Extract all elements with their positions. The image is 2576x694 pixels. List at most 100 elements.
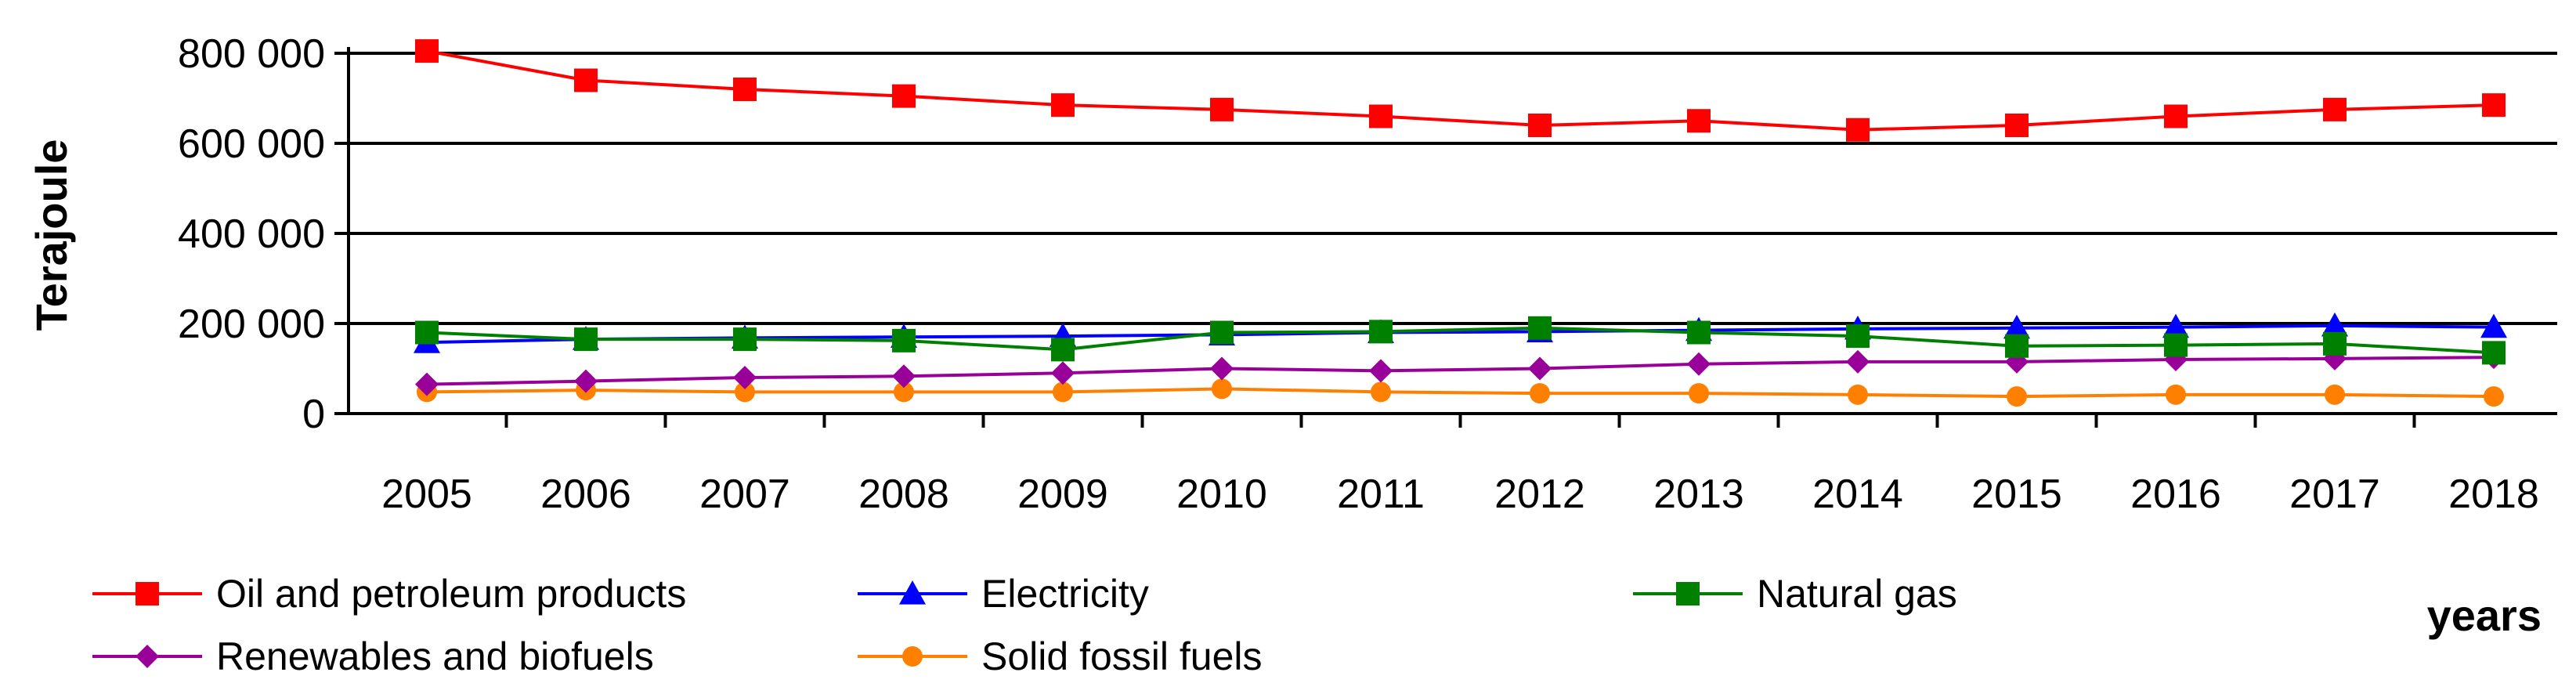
x-tick-label: 2017	[2289, 472, 2380, 517]
data-point-renewables	[574, 369, 598, 393]
x-tick-label: 2006	[540, 472, 631, 517]
data-point-gas	[2005, 334, 2029, 358]
data-point-oil	[1846, 117, 1870, 142]
legend-marker-oil	[135, 582, 159, 605]
series-line-electricity	[426, 324, 2495, 345]
legend-item-oil: Oil and petroleum products	[92, 572, 686, 616]
data-point-renewables	[1846, 349, 1870, 374]
legend-label: Natural gas	[1757, 572, 1957, 616]
data-point-oil	[2323, 97, 2347, 121]
data-point-renewables	[892, 364, 916, 389]
data-point-gas	[2323, 331, 2347, 356]
y-tick-label: 200 000	[178, 302, 325, 347]
data-point-solid	[2166, 384, 2186, 405]
series-line-renewables	[426, 356, 2495, 386]
data-point-solid	[894, 381, 914, 403]
series-line-oil	[426, 49, 2495, 132]
x-tick-label: 2016	[2130, 472, 2221, 517]
x-tick-label: 2012	[1494, 472, 1585, 517]
legend-item-gas: Natural gas	[1633, 572, 1957, 616]
x-tick-label: 2009	[1017, 472, 1108, 517]
data-point-solid	[2484, 386, 2504, 407]
data-point-gas	[733, 327, 757, 352]
data-point-oil	[1210, 97, 1234, 121]
data-point-gas	[1687, 320, 1711, 345]
data-point-solid	[1530, 383, 1550, 404]
data-point-gas	[2164, 333, 2188, 357]
x-tick-label: 2007	[699, 472, 790, 517]
y-tick-label: 0	[302, 392, 325, 437]
data-point-gas	[574, 327, 598, 352]
gridlines	[349, 52, 2557, 325]
data-point-oil	[1369, 104, 1393, 128]
legend: Oil and petroleum products Electricity Nat…	[92, 572, 1957, 678]
y-tick-label: 400 000	[178, 211, 325, 257]
legend-label: Electricity	[981, 572, 1149, 616]
data-point-oil	[892, 84, 916, 108]
y-tick-label: 800 000	[178, 31, 325, 77]
data-point-oil	[1528, 114, 1552, 137]
data-point-renewables	[415, 372, 439, 396]
legend-label: Oil and petroleum products	[216, 572, 686, 616]
x-tick-label: 2018	[2448, 472, 2539, 517]
x-tick-label: 2013	[1653, 472, 1744, 517]
legend-label: Renewables and biofuels	[216, 634, 654, 678]
x-tick-label: 2015	[1971, 472, 2062, 517]
data-point-solid	[1371, 381, 1391, 403]
data-point-electricity	[2321, 312, 2348, 337]
data-point-gas	[1369, 320, 1393, 344]
series-line-solid	[426, 387, 2495, 399]
data-point-solid	[1053, 381, 1073, 403]
data-point-gas	[415, 320, 439, 345]
data-point-solid	[1848, 384, 1868, 405]
legend-item-solid: Solid fossil fuels	[858, 634, 1263, 678]
series-solid	[417, 378, 2504, 407]
series-oil	[415, 39, 2506, 142]
data-point-renewables	[1210, 356, 1234, 381]
data-point-oil	[1051, 93, 1075, 117]
data-point-oil	[2164, 104, 2188, 128]
data-point-electricity	[2162, 313, 2189, 338]
data-point-oil	[415, 39, 439, 63]
legend-label: Solid fossil fuels	[981, 634, 1263, 678]
legend-marker-solid	[902, 646, 923, 667]
y-tick-label: 600 000	[178, 121, 325, 167]
data-point-renewables	[1051, 361, 1075, 385]
x-tick-label: 2011	[1337, 472, 1425, 517]
series-electricity	[414, 312, 2507, 353]
data-point-oil	[733, 78, 757, 101]
data-point-renewables	[733, 366, 757, 389]
data-point-gas	[2482, 341, 2506, 365]
data-point-renewables	[1528, 356, 1552, 381]
data-point-solid	[2325, 384, 2345, 405]
data-point-gas	[1051, 338, 1075, 362]
data-point-renewables	[1687, 352, 1711, 376]
x-tick-label: 2014	[1812, 472, 1903, 517]
y-axis-title: Terajoule	[27, 139, 76, 331]
data-point-solid	[735, 381, 755, 403]
data-point-oil	[1687, 109, 1711, 133]
y-ticks: 0 200 000 400 000 600 000 800 000	[178, 31, 349, 437]
data-point-gas	[892, 328, 916, 352]
series-renewables	[415, 345, 2506, 396]
x-ticks: 2005 2006 2007 2008 2009 2010 2011 2012 2013 2014…	[381, 414, 2539, 517]
series-line-gas	[426, 326, 2495, 355]
axes	[347, 47, 2557, 415]
data-point-oil	[574, 68, 598, 92]
x-tick-label: 2010	[1176, 472, 1267, 517]
data-point-oil	[2482, 93, 2506, 117]
series-gas	[415, 316, 2506, 365]
data-point-oil	[2005, 114, 2029, 137]
plot-area	[414, 39, 2507, 407]
data-point-gas	[1210, 320, 1234, 345]
data-point-solid	[1689, 383, 1709, 404]
x-tick-label: 2008	[858, 472, 949, 517]
data-point-gas	[1528, 316, 1552, 340]
legend-marker-electricity	[899, 580, 926, 605]
data-point-solid	[2007, 386, 2027, 407]
data-point-gas	[1846, 324, 1870, 349]
legend-marker-renewables	[135, 645, 159, 668]
x-axis-title: years	[2427, 591, 2542, 640]
legend-item-electricity: Electricity	[858, 572, 1149, 616]
